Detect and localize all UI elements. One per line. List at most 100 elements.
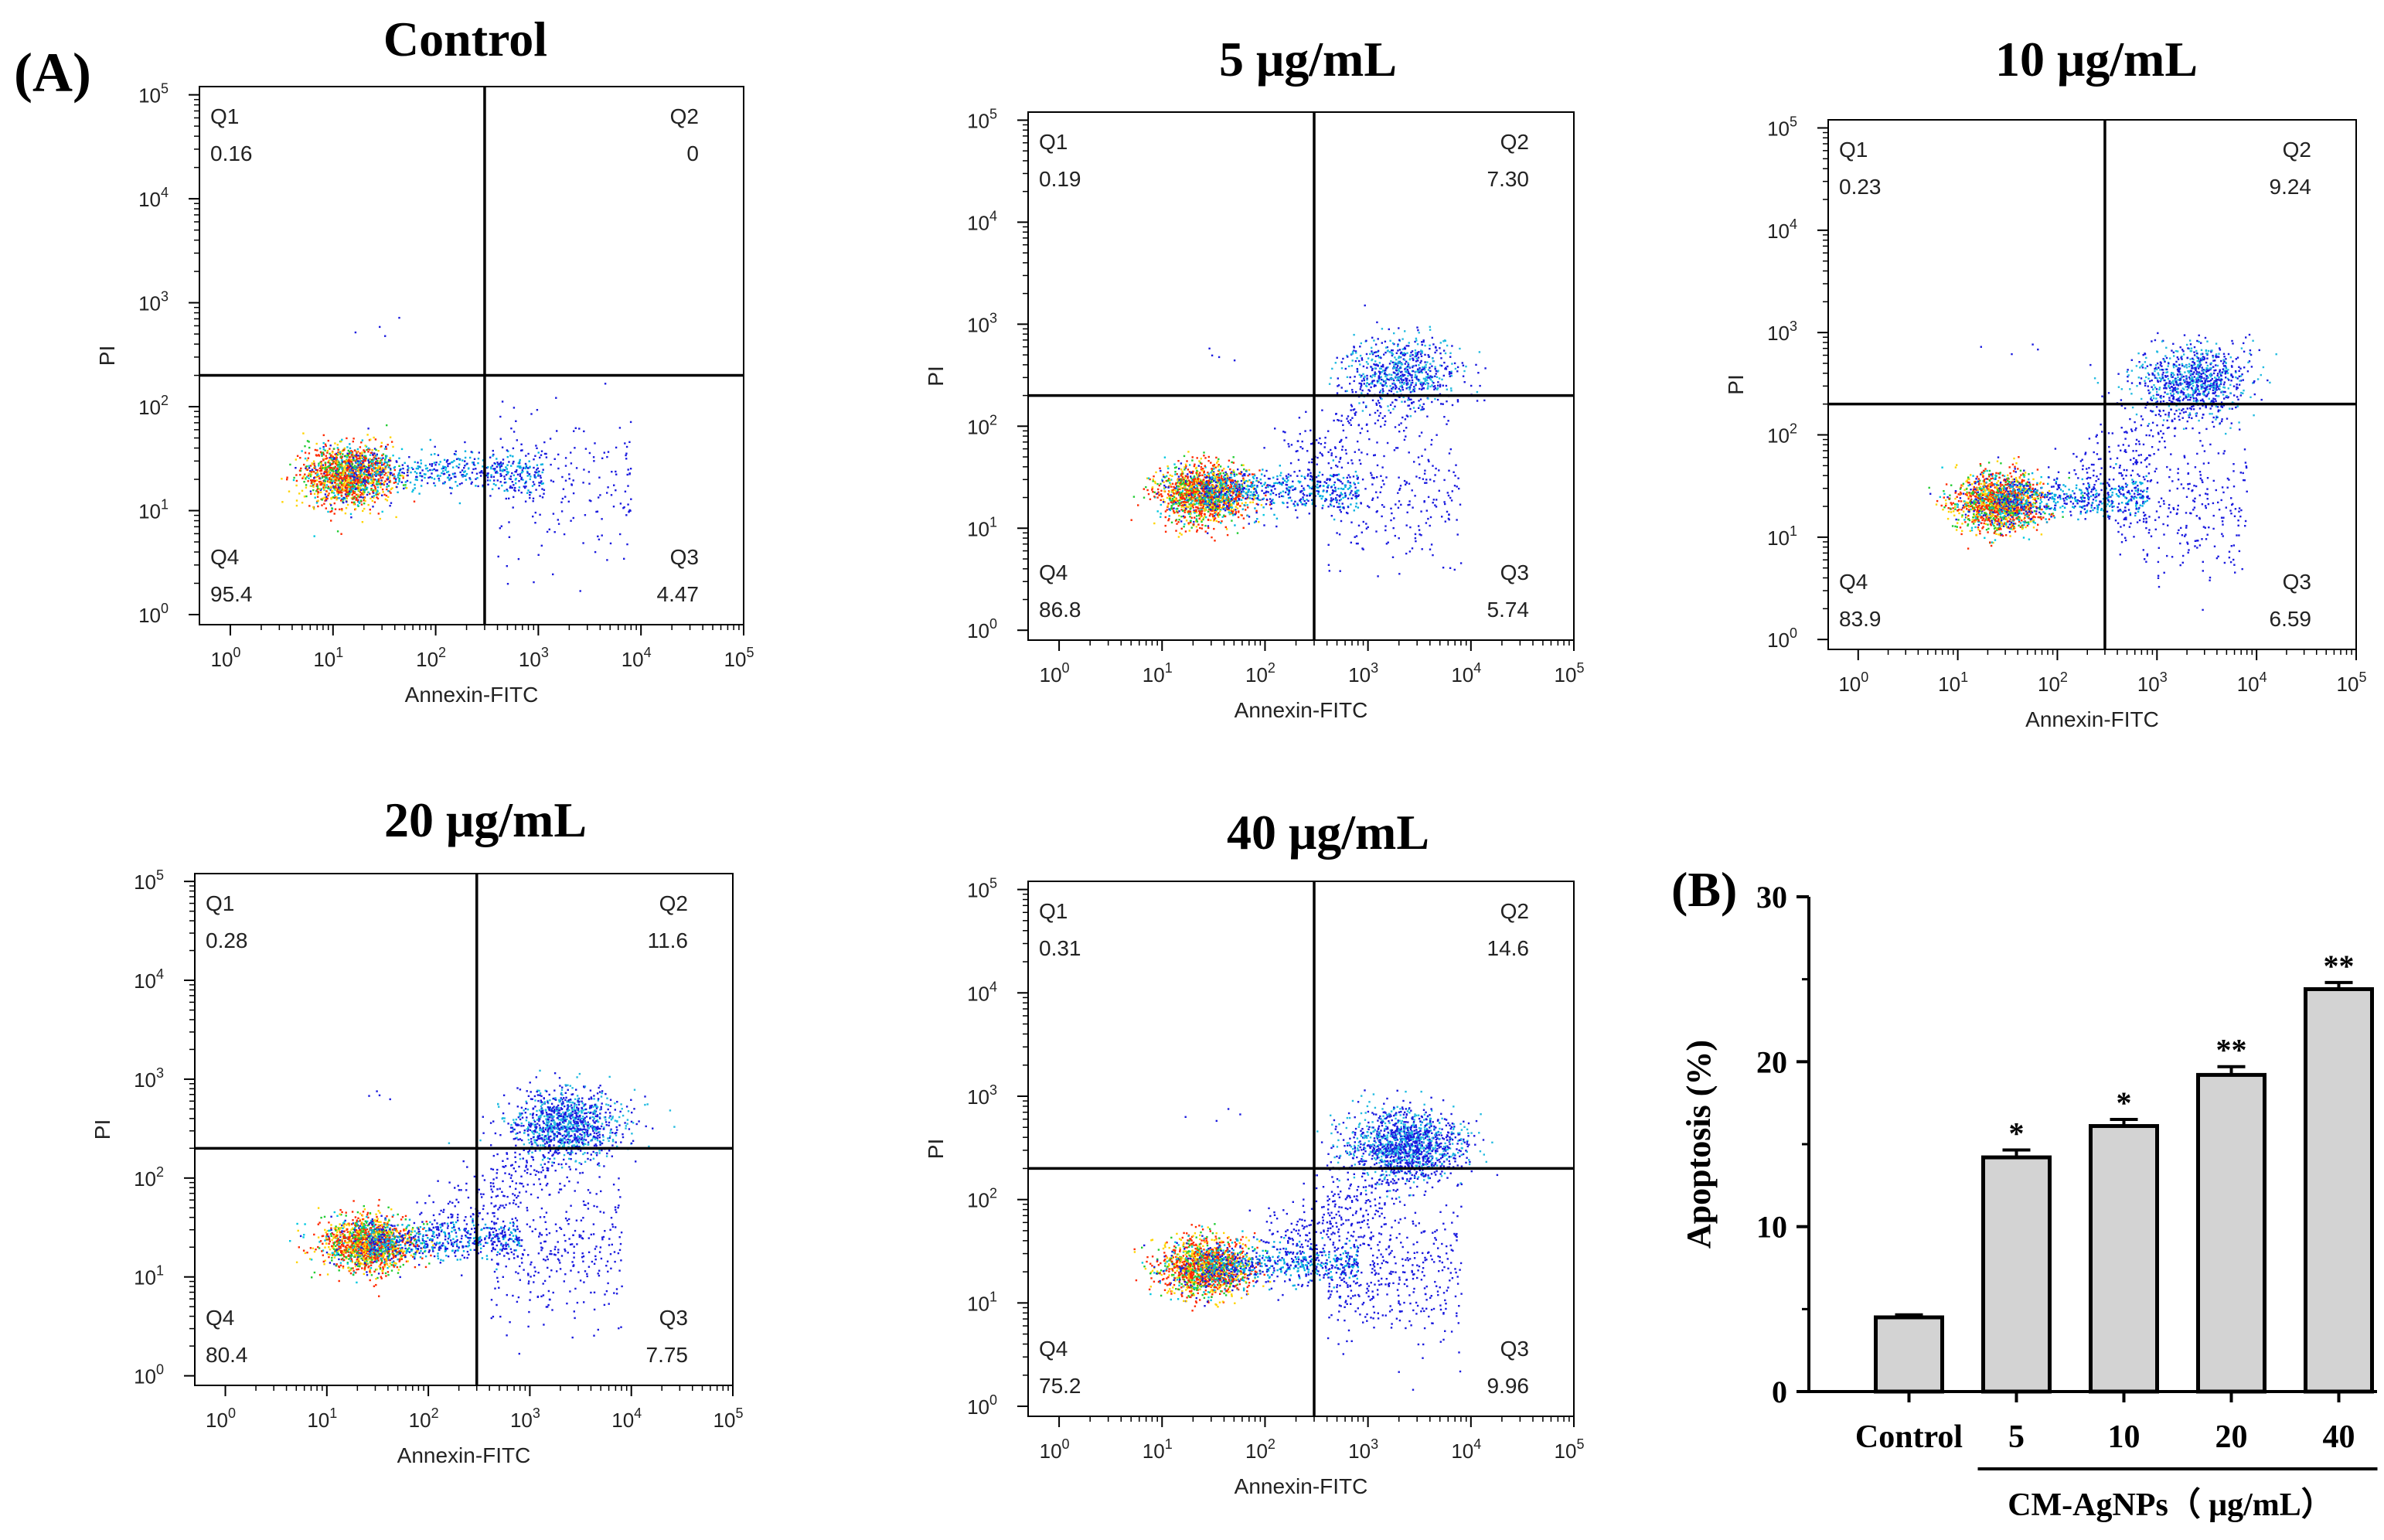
event-dot [1201, 507, 1204, 509]
event-dot [496, 472, 499, 474]
event-dot [370, 482, 372, 484]
event-dot [346, 477, 348, 479]
event-dot [1191, 498, 1194, 500]
event-dot [1156, 496, 1159, 499]
event-dot [1211, 477, 1213, 479]
event-dot [374, 455, 377, 457]
event-dot [336, 530, 339, 533]
event-dot [348, 452, 351, 455]
event-dot [1235, 499, 1237, 501]
event-dot [349, 492, 351, 494]
event-dot [372, 464, 375, 466]
event-dot [1425, 509, 1428, 512]
event-dot [1227, 491, 1230, 493]
event-dot [331, 458, 333, 461]
event-dot [1415, 360, 1418, 363]
event-dot [321, 465, 323, 468]
event-dot [475, 472, 479, 475]
event-dot [394, 481, 397, 484]
event-dot [1409, 391, 1412, 394]
event-dot [1160, 469, 1162, 472]
event-dot [461, 469, 464, 472]
event-dot [373, 496, 375, 499]
event-dot [549, 438, 552, 440]
event-dot [557, 453, 560, 456]
event-dot [527, 467, 530, 469]
event-dot [1212, 516, 1214, 520]
event-dot [363, 480, 366, 482]
event-dot [1183, 523, 1186, 526]
event-dot [351, 482, 353, 486]
event-dot [356, 499, 359, 502]
event-dot [1224, 482, 1228, 485]
event-dot [1204, 506, 1207, 509]
event-dot [1248, 473, 1251, 475]
event-dot [1366, 366, 1368, 369]
event-dot [1250, 491, 1252, 493]
event-dot [1256, 485, 1258, 487]
event-dot [1222, 508, 1224, 510]
event-dot [1436, 376, 1439, 378]
event-dot [357, 501, 360, 503]
event-dot [1222, 503, 1225, 506]
event-dot [1325, 499, 1328, 501]
event-dot [337, 465, 339, 468]
event-dot [351, 473, 354, 475]
event-dot [1439, 364, 1442, 366]
event-dot [1180, 487, 1182, 489]
event-dot [1341, 482, 1344, 485]
event-dot [1199, 511, 1201, 513]
event-dot [513, 496, 515, 499]
event-dot [1456, 519, 1458, 521]
event-dot [1286, 477, 1288, 479]
event-dot [327, 486, 329, 488]
event-dot [424, 465, 427, 467]
event-dot [528, 473, 531, 475]
event-dot [1215, 511, 1218, 513]
event-dot [1169, 479, 1171, 482]
event-dot [1417, 356, 1420, 359]
event-dot [421, 475, 423, 478]
event-dot [369, 476, 371, 479]
event-dot [359, 472, 362, 475]
event-dot [1429, 366, 1431, 369]
event-dot [1409, 526, 1412, 529]
event-dot [344, 464, 347, 467]
event-dot [1237, 496, 1239, 499]
event-dot [344, 468, 346, 471]
event-dot [1398, 356, 1401, 358]
event-dot [393, 473, 395, 475]
event-dot [529, 494, 531, 496]
event-dot [359, 469, 362, 472]
event-dot [1169, 499, 1171, 502]
event-dot [1213, 527, 1215, 530]
event-dot [304, 457, 307, 460]
event-dot [366, 448, 368, 451]
event-dot [1211, 506, 1214, 508]
event-dot [1227, 477, 1229, 479]
event-dot [1195, 526, 1198, 528]
event-dot [354, 460, 357, 462]
event-dot [481, 470, 483, 472]
event-dot [1408, 451, 1410, 454]
event-dot [1185, 479, 1188, 482]
event-dot [486, 472, 489, 475]
event-dot [377, 450, 380, 452]
event-dot [513, 407, 516, 409]
event-dot [362, 457, 364, 460]
event-dot [356, 462, 359, 465]
event-dot [363, 479, 366, 482]
event-dot [381, 473, 383, 475]
event-dot [530, 413, 533, 415]
event-dot [630, 498, 632, 500]
event-dot [352, 440, 354, 443]
event-dot [379, 460, 381, 463]
event-dot [1333, 484, 1335, 486]
event-dot [1214, 466, 1217, 468]
event-dot [1256, 497, 1259, 499]
event-dot [1254, 507, 1256, 509]
event-dot [345, 507, 348, 509]
event-dot [1192, 482, 1194, 485]
event-dot [436, 475, 439, 477]
event-dot [1391, 373, 1393, 376]
